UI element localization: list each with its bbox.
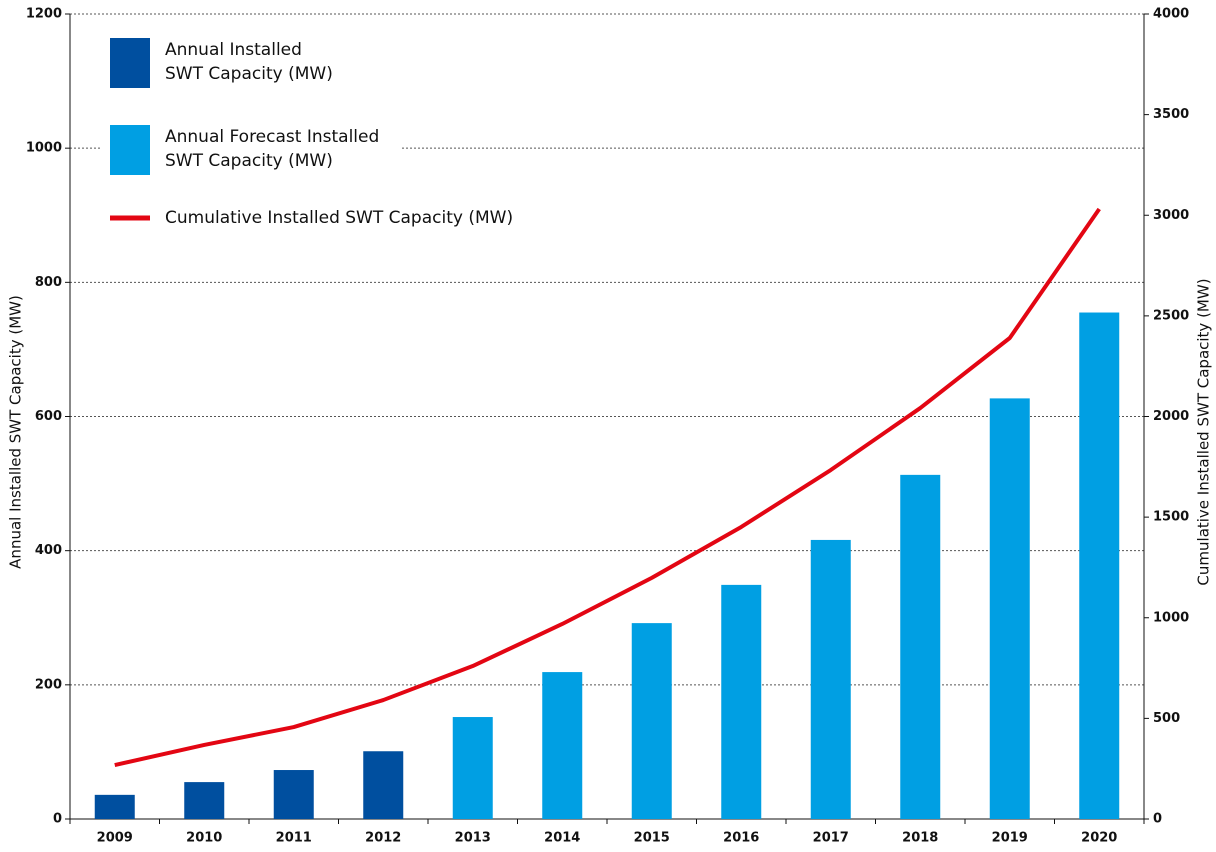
bar (363, 751, 404, 819)
x-tick-label: 2015 (634, 831, 670, 846)
bar (94, 794, 135, 819)
y-tick-label: 400 (35, 543, 62, 558)
x-tick-label: 2014 (544, 831, 580, 846)
y2-tick-label: 2000 (1153, 409, 1189, 424)
y-tick-label: 600 (35, 409, 62, 424)
legend-label: Annual Installed SWT Capacity (MW) (165, 40, 333, 84)
y2-axis-title: Cumulative Installed SWT Capacity (MW) (1195, 278, 1213, 585)
bar (273, 770, 314, 819)
x-tick-label: 2009 (97, 831, 133, 846)
bar (721, 584, 762, 819)
y-tick-label: 1000 (26, 141, 62, 156)
x-tick-label: 2016 (723, 831, 759, 846)
bar (452, 717, 493, 819)
legend-swatch (110, 125, 150, 175)
x-tick-label: 2013 (455, 831, 491, 846)
y-tick-label: 800 (35, 275, 62, 290)
bar (989, 398, 1030, 819)
y2-tick-label: 2500 (1153, 308, 1189, 323)
bar (631, 623, 672, 819)
y-axis-title: Annual Installed SWT Capacity (MW) (7, 295, 25, 569)
y-tick-label: 200 (35, 677, 62, 692)
line (114, 207, 1101, 768)
legend-label: Annual Forecast Installed SWT Capacity (… (165, 127, 380, 171)
bar (810, 539, 851, 819)
y-tick-label: 0 (53, 812, 62, 827)
x-tick-label: 2012 (365, 831, 401, 846)
bar (1079, 312, 1120, 819)
x-tick-label: 2011 (276, 831, 312, 846)
y2-tick-label: 3500 (1153, 107, 1189, 122)
legend-label: Cumulative Installed SWT Capacity (MW) (165, 208, 514, 228)
bar (184, 782, 225, 819)
x-tick-label: 2019 (992, 831, 1028, 846)
bar (542, 672, 583, 819)
y2-tick-label: 1000 (1153, 610, 1189, 625)
x-tick-label: 2020 (1081, 831, 1117, 846)
bar (900, 474, 941, 819)
x-tick-label: 2010 (186, 831, 222, 846)
y2-tick-label: 4000 (1153, 7, 1189, 22)
y2-tick-label: 500 (1153, 711, 1180, 726)
y2-tick-label: 3000 (1153, 208, 1189, 223)
y2-tick-label: 1500 (1153, 510, 1189, 525)
y-tick-label: 1200 (26, 7, 62, 22)
y2-tick-label: 0 (1153, 812, 1162, 827)
x-tick-label: 2018 (902, 831, 938, 846)
x-tick-label: 2017 (813, 831, 849, 846)
legend-swatch (110, 38, 150, 88)
